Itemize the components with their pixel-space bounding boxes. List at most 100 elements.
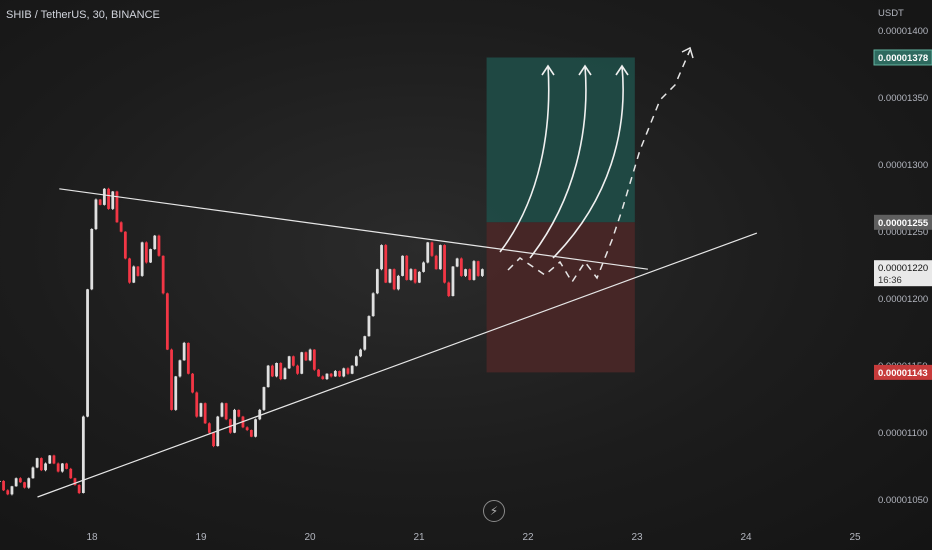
candle-body <box>111 191 115 209</box>
arrow-head <box>615 64 629 76</box>
candle-body <box>443 245 446 283</box>
candle-body <box>157 235 161 256</box>
candle-body <box>270 365 274 377</box>
candle-body <box>296 365 299 374</box>
candle-body <box>35 458 39 468</box>
candle-body <box>237 409 241 417</box>
candle-body <box>203 403 207 424</box>
candle-body <box>128 258 131 283</box>
candle-body <box>195 392 199 417</box>
symbol-title: SHIB / TetherUS, 30, BINANCE <box>6 9 160 21</box>
x-tick-label: 19 <box>195 532 207 543</box>
x-tick-label: 20 <box>304 532 316 543</box>
candle-body <box>186 342 190 374</box>
x-tick-label: 22 <box>522 532 534 543</box>
y-tick-label: 0.00001350 <box>878 93 928 104</box>
candle-body <box>375 269 379 294</box>
candle-body <box>388 269 392 283</box>
candle-body <box>317 369 320 377</box>
candle-body <box>123 231 127 259</box>
candle-body <box>191 373 194 393</box>
candle-body <box>94 199 98 229</box>
candle-body <box>249 430 253 437</box>
candle-body <box>77 484 81 493</box>
candle-body <box>451 266 455 296</box>
candle-body <box>325 373 329 380</box>
x-tick-label: 25 <box>849 532 861 543</box>
candle-body <box>455 258 459 267</box>
candle-body <box>476 261 480 276</box>
candle-body <box>472 261 476 280</box>
candle-body <box>480 269 484 276</box>
candle-body <box>304 352 308 361</box>
candle-body <box>174 376 178 410</box>
candle-body <box>86 289 89 417</box>
candle-body <box>308 349 312 361</box>
candle-body <box>81 416 85 493</box>
candle-body <box>27 478 31 488</box>
descending-resistance-line <box>59 188 648 270</box>
candle-body <box>170 349 173 410</box>
candle-body <box>409 269 413 280</box>
candle-body <box>212 432 215 447</box>
candle-body <box>107 188 110 209</box>
candle-body <box>149 249 152 263</box>
candle-body <box>31 467 35 479</box>
candle-body <box>426 242 430 263</box>
candle-body <box>224 403 228 420</box>
candle-body <box>23 482 26 488</box>
candle-body <box>279 363 283 380</box>
price-label-current <box>874 260 932 287</box>
candle-body <box>430 242 434 256</box>
candle-body <box>10 486 14 495</box>
candle-body <box>459 258 463 276</box>
y-tick-label: 0.00001300 <box>878 160 928 171</box>
candle-body <box>44 463 47 471</box>
candle-body <box>115 191 119 223</box>
price-label-stop <box>874 364 932 380</box>
candle-body <box>245 427 249 430</box>
candle-body <box>144 242 148 263</box>
ascending-support-line <box>37 232 758 498</box>
candle-body <box>165 293 169 350</box>
candle-body <box>98 199 102 205</box>
candle-body <box>119 222 123 232</box>
candle-body <box>380 245 383 270</box>
y-tick-label: 0.00001400 <box>878 26 928 37</box>
bar-countdown: 16:36 <box>878 275 902 286</box>
candle-body <box>73 478 77 485</box>
candle-body <box>287 356 291 369</box>
candle-body <box>438 245 442 270</box>
candle-body <box>6 490 10 495</box>
projection-arrow <box>529 65 587 259</box>
candle-body <box>371 293 375 317</box>
dashed-arrow-head <box>681 46 694 59</box>
price-label-text: 0.00001143 <box>878 368 928 379</box>
candle-body <box>254 419 257 437</box>
price-label-text: 0.00001255 <box>878 218 929 229</box>
lightning-bolt-icon[interactable]: ⚡ <box>483 500 505 522</box>
candle-body <box>39 458 43 471</box>
candle-body <box>367 316 371 337</box>
candle-body <box>132 266 136 283</box>
candle-body <box>102 188 106 205</box>
candle-body <box>401 255 404 276</box>
candle-body <box>434 255 438 270</box>
projection-arrow <box>552 65 624 259</box>
candle-body <box>300 352 304 374</box>
candle-body <box>321 376 325 380</box>
candle-body <box>413 269 417 283</box>
candle-body <box>275 363 278 377</box>
candle-body <box>69 468 73 479</box>
projection-arrow <box>499 65 550 253</box>
candle-body <box>384 245 388 283</box>
candle-body <box>233 409 236 433</box>
price-label-text: 0.00001378 <box>878 53 928 64</box>
candle-body <box>363 336 367 350</box>
candle-body <box>48 455 52 464</box>
price-label-target <box>873 49 932 66</box>
candle-body <box>354 356 358 366</box>
price-label-entry <box>874 214 932 230</box>
